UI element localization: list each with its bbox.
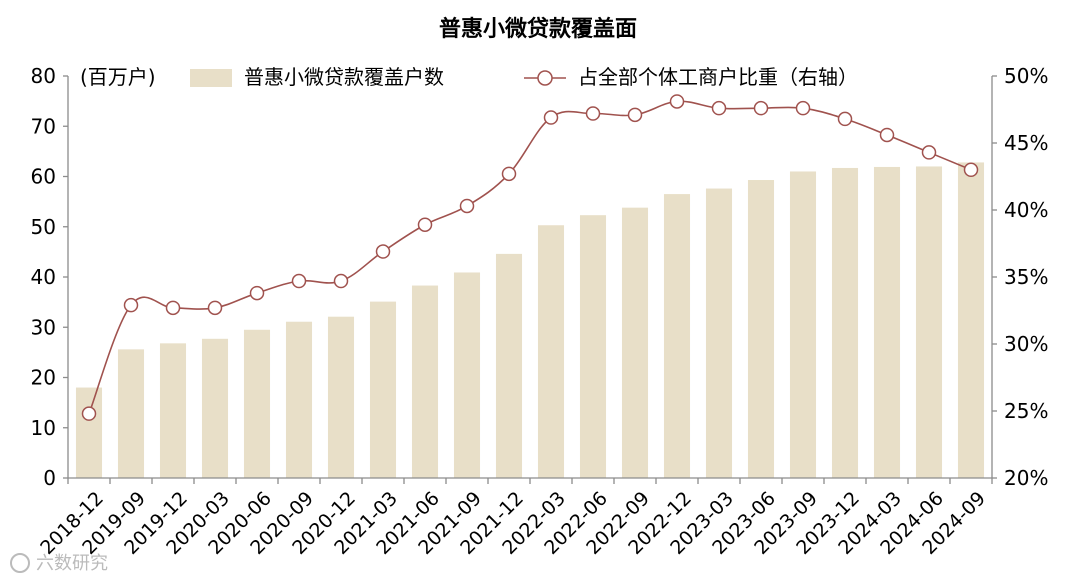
bar [705, 188, 733, 478]
line-point [459, 198, 475, 214]
line-point [333, 273, 349, 289]
watermark: 六数研究 [10, 553, 108, 574]
left-tick-label: 20 [31, 366, 56, 390]
line-point [543, 110, 559, 125]
line-point [123, 297, 139, 313]
legend: (百万户) 普惠小微贷款覆盖户数 占全部个体工商户比重（右轴） [80, 65, 858, 89]
line-point [879, 127, 895, 143]
bar [747, 180, 775, 478]
bar [621, 207, 649, 478]
bar [831, 167, 859, 478]
bar [327, 316, 355, 478]
legend-bar-swatch [190, 69, 232, 87]
watermark-text: 六数研究 [36, 553, 108, 574]
bar [117, 349, 145, 478]
right-tick-label: 50% [1004, 64, 1048, 88]
bar [789, 171, 817, 479]
line-point [81, 406, 97, 421]
line-point [249, 285, 265, 301]
bar [159, 343, 187, 478]
bar [369, 301, 397, 478]
line-point [375, 244, 391, 259]
right-tick-label: 30% [1004, 332, 1048, 356]
line-point [165, 300, 181, 316]
line-point [585, 106, 601, 121]
bar [957, 162, 985, 478]
right-tick-label: 40% [1004, 198, 1048, 222]
bar [915, 166, 943, 478]
line-point [921, 145, 937, 160]
line-point [669, 94, 685, 109]
line-layer [81, 94, 979, 421]
bar [579, 215, 607, 478]
bar [663, 194, 691, 478]
line-series-path [88, 100, 972, 414]
left-tick-label: 10 [31, 416, 56, 440]
left-tick-label: 60 [31, 165, 56, 189]
bars-layer [75, 162, 985, 479]
legend-line-label: 占全部个体工商户比重（右轴） [578, 65, 858, 89]
bar [495, 253, 523, 478]
line-point [711, 100, 727, 116]
bar [75, 387, 103, 478]
right-tick-label: 20% [1004, 466, 1048, 490]
left-tick-label: 0 [43, 466, 56, 490]
bar [201, 338, 229, 478]
left-tick-label: 50 [31, 215, 56, 239]
line-point [417, 217, 433, 232]
right-tick-label: 25% [1004, 399, 1048, 423]
right-tick-label: 35% [1004, 265, 1048, 289]
chart-title: 普惠小微贷款覆盖面 [439, 16, 637, 42]
left-tick-label: 80 [31, 64, 56, 88]
line-point [207, 300, 223, 316]
line-point [753, 100, 769, 116]
line-point [795, 100, 811, 116]
bar [285, 321, 313, 478]
bar [411, 285, 439, 478]
legend-line-marker [537, 70, 553, 86]
bar [873, 166, 901, 478]
right-tick-label: 45% [1004, 131, 1048, 155]
line-point [963, 162, 979, 178]
left-tick-label: 40 [31, 265, 56, 289]
bar [537, 225, 565, 478]
line-point [291, 273, 307, 289]
left-tick-label: 30 [31, 315, 56, 339]
left-tick-label: 70 [31, 114, 56, 138]
watermark-logo-icon [10, 553, 30, 573]
bar [243, 329, 271, 478]
unit-label: (百万户) [80, 65, 156, 89]
line-point [627, 107, 643, 123]
bar [453, 272, 481, 478]
line-point [501, 166, 517, 182]
line-point [837, 111, 853, 127]
legend-bar-label: 普惠小微贷款覆盖户数 [244, 65, 444, 89]
